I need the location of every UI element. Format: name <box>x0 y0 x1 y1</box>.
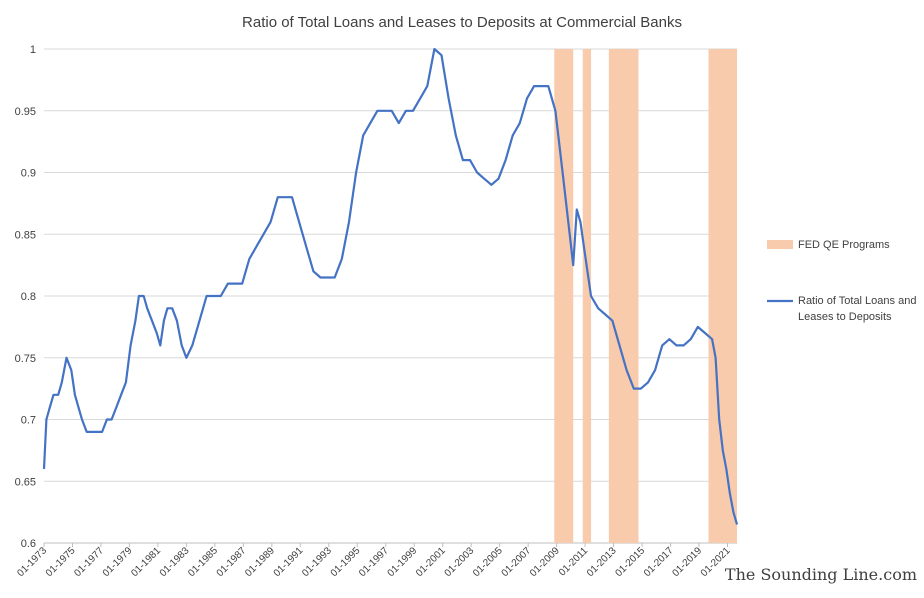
x-tick-label: 01-1987 <box>215 545 249 579</box>
x-tick-label: 01-1979 <box>101 545 135 579</box>
chart-title: Ratio of Total Loans and Leases to Depos… <box>242 14 682 31</box>
x-tick-label: 01-2007 <box>500 545 534 579</box>
x-axis-ticks: 01-197301-197501-197701-197901-198101-19… <box>15 543 733 579</box>
legend: FED QE Programs Ratio of Total Loans and… <box>767 239 916 323</box>
qe-band <box>582 49 592 543</box>
legend-label-line-1: Ratio of Total Loans and <box>798 295 916 307</box>
x-tick-label: 01-1999 <box>386 545 420 579</box>
x-tick-label: 01-2001 <box>414 545 448 579</box>
qe-band <box>708 49 737 543</box>
y-tick-label: 1 <box>30 44 36 56</box>
gridlines <box>44 48 737 544</box>
y-tick-label: 0.75 <box>15 353 36 365</box>
x-tick-label: 01-2013 <box>585 545 619 579</box>
x-tick-label: 01-1977 <box>72 545 106 579</box>
y-tick-label: 0.95 <box>15 106 36 118</box>
x-tick-label: 01-1975 <box>44 545 78 579</box>
y-tick-label: 0.85 <box>15 229 36 241</box>
legend-swatch-qe <box>767 240 793 249</box>
legend-label-line-2: Leases to Deposits <box>798 311 892 323</box>
x-tick-label: 01-1985 <box>186 545 220 579</box>
watermark: The Sounding Line.com <box>725 565 917 584</box>
series-line-loans-to-deposits <box>42 47 739 525</box>
x-tick-label: 01-1973 <box>15 545 49 579</box>
x-tick-label: 01-2017 <box>642 545 676 579</box>
y-tick-label: 0.8 <box>21 291 36 303</box>
x-tick-label: 01-1991 <box>272 545 306 579</box>
x-tick-label: 01-2005 <box>471 545 505 579</box>
y-tick-label: 0.6 <box>21 538 36 550</box>
x-tick-label: 01-1983 <box>158 545 192 579</box>
qe-bands <box>554 49 737 543</box>
x-tick-label: 01-1981 <box>129 545 163 579</box>
x-tick-label: 01-2019 <box>670 545 704 579</box>
x-tick-label: 01-2011 <box>557 545 591 579</box>
y-tick-label: 0.65 <box>15 476 36 488</box>
x-tick-label: 01-2009 <box>528 545 562 579</box>
legend-label-qe: FED QE Programs <box>798 239 890 251</box>
y-tick-label: 0.9 <box>21 168 36 180</box>
qe-band <box>554 49 574 543</box>
y-axis-ticks: 0.6 0.65 0.7 0.75 0.8 0.85 0.9 0.95 1 <box>15 44 36 550</box>
x-tick-label: 01-1995 <box>329 545 363 579</box>
qe-band <box>608 49 639 543</box>
x-tick-label: 01-2015 <box>613 545 647 579</box>
y-tick-label: 0.7 <box>21 415 36 427</box>
x-tick-label: 01-1997 <box>357 545 391 579</box>
x-tick-label: 01-1993 <box>300 545 334 579</box>
x-tick-label: 01-1989 <box>243 545 277 579</box>
x-tick-label: 01-2003 <box>443 545 477 579</box>
